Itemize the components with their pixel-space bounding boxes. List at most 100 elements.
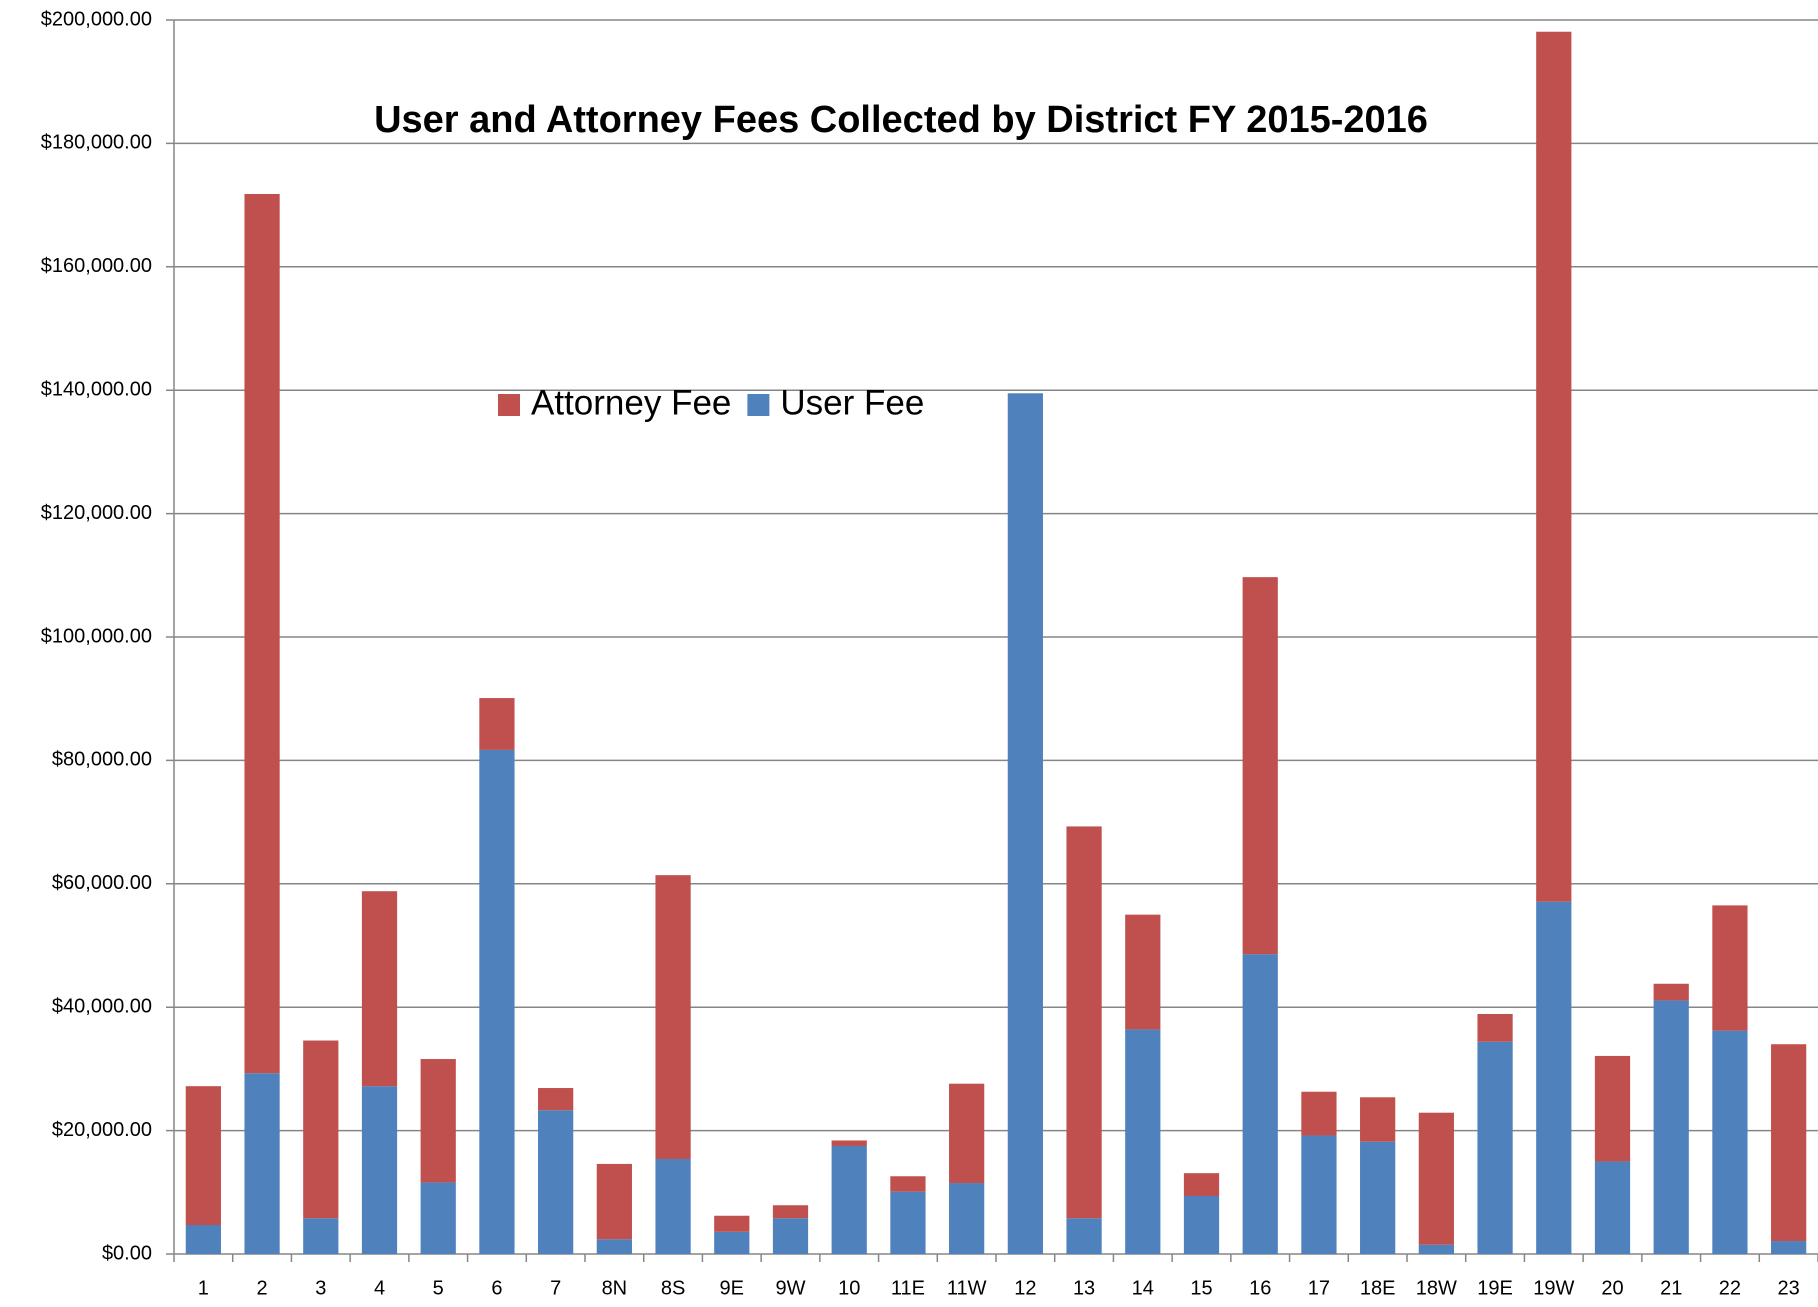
x-tick-label: 21: [1660, 1277, 1682, 1299]
bar-segment: [538, 1088, 574, 1111]
bar-segment: [949, 1083, 985, 1184]
bar-segment: [1653, 1000, 1689, 1254]
bar-segment: [185, 1225, 221, 1254]
y-tick-label: $0.00: [102, 1242, 152, 1264]
x-tick-label: 23: [1778, 1277, 1800, 1299]
bar-segment: [420, 1059, 456, 1183]
legend-swatch: [498, 394, 520, 416]
bar-segment: [1007, 393, 1043, 1254]
bar-segment: [596, 1163, 632, 1240]
x-tick-label: 9W: [776, 1277, 806, 1299]
y-tick-label: $100,000.00: [41, 625, 152, 647]
x-tick-label: 5: [433, 1277, 444, 1299]
x-tick-label: 17: [1308, 1277, 1330, 1299]
x-tick-label: 19E: [1477, 1277, 1513, 1299]
legend-swatch: [747, 394, 770, 416]
bar-segment: [831, 1140, 867, 1147]
bar-segment: [1360, 1097, 1396, 1142]
bar-segment: [361, 1086, 398, 1254]
bar-segment: [1125, 1029, 1161, 1254]
bar-segment: [244, 1073, 280, 1254]
bar-segment: [479, 749, 515, 1254]
y-tick-label: $40,000.00: [52, 995, 152, 1017]
bar-segment: [303, 1218, 339, 1254]
x-tick-label: 11E: [891, 1277, 925, 1299]
bar-segment: [1418, 1112, 1454, 1245]
x-tick-label: 19W: [1533, 1277, 1574, 1299]
bar-segment: [1242, 954, 1278, 1254]
bar-segment: [185, 1086, 221, 1226]
bar-segment: [361, 891, 398, 1087]
x-tick-label: 15: [1190, 1277, 1212, 1299]
x-tick-label: 20: [1601, 1277, 1623, 1299]
x-tick-label: 16: [1249, 1277, 1271, 1299]
y-tick-label: $60,000.00: [52, 872, 152, 894]
x-tick-label: 18W: [1416, 1277, 1457, 1299]
x-tick-label: 22: [1719, 1277, 1741, 1299]
y-tick-label: $80,000.00: [52, 749, 152, 771]
bar-segment: [1477, 1041, 1513, 1254]
x-tick-label: 3: [315, 1277, 326, 1299]
bar-segment: [714, 1215, 750, 1232]
x-tick-label: 8N: [602, 1277, 628, 1299]
y-tick-label: $120,000.00: [41, 502, 152, 524]
bar-segment: [303, 1040, 339, 1219]
y-tick-label: $180,000.00: [41, 132, 152, 154]
bar-segment: [1125, 914, 1161, 1030]
bar-segment: [772, 1218, 809, 1254]
bar-segment: [714, 1231, 750, 1254]
bar-segment: [1183, 1196, 1220, 1254]
x-tick-label: 18E: [1360, 1277, 1396, 1299]
y-tick-label: $20,000.00: [52, 1119, 152, 1141]
x-tick-label: 12: [1014, 1277, 1036, 1299]
bar-segment: [538, 1110, 574, 1254]
y-tick-label: $200,000.00: [41, 8, 152, 30]
bar-segment: [1536, 31, 1572, 902]
x-tick-label: 8S: [661, 1277, 685, 1299]
bar-segment: [890, 1176, 926, 1192]
bar-segment: [1360, 1141, 1396, 1254]
bar-segment: [1183, 1173, 1220, 1197]
x-tick-label: 1: [198, 1277, 209, 1299]
bar-segment: [596, 1239, 632, 1254]
bar-segment: [772, 1205, 809, 1219]
x-tick-label: 9E: [720, 1277, 744, 1299]
bar-segment: [655, 875, 691, 1159]
bar-segment: [1066, 826, 1102, 1219]
y-tick-label: $160,000.00: [41, 255, 152, 277]
x-tick-label: 14: [1132, 1277, 1154, 1299]
bar-segment: [890, 1191, 926, 1254]
bar-segment: [1536, 901, 1572, 1254]
bar-segment: [1653, 983, 1689, 1001]
chart-title: User and Attorney Fees Collected by Dist…: [374, 99, 1428, 141]
bar-segment: [1712, 1030, 1748, 1254]
legend-label: Attorney Fee: [531, 383, 731, 422]
x-tick-label: 7: [550, 1277, 561, 1299]
bar-segment: [1594, 1055, 1631, 1162]
bar-segment: [1712, 905, 1748, 1031]
bar-segment: [949, 1183, 985, 1254]
bar-segment: [655, 1158, 691, 1254]
bar-segment: [1418, 1244, 1454, 1254]
bar-segment: [244, 193, 280, 1074]
bar-segment: [831, 1146, 867, 1254]
bar-segment: [479, 698, 515, 750]
legend-label: User Fee: [780, 383, 924, 422]
bar-segment: [1477, 1013, 1513, 1042]
bar-segment: [1301, 1135, 1337, 1254]
x-tick-label: 6: [491, 1277, 502, 1299]
x-tick-label: 11W: [947, 1277, 987, 1299]
bar-segment: [1242, 577, 1278, 955]
bar-segment: [1771, 1241, 1807, 1254]
bar-segment: [1771, 1044, 1807, 1242]
bar-segment: [1066, 1218, 1102, 1254]
x-tick-label: 4: [374, 1277, 385, 1299]
bar-segment: [1594, 1161, 1631, 1254]
x-tick-label: 10: [838, 1277, 860, 1299]
y-tick-label: $140,000.00: [41, 378, 152, 400]
bar-segment: [420, 1182, 456, 1254]
x-tick-label: 13: [1073, 1277, 1095, 1299]
bar-segment: [1301, 1091, 1337, 1136]
x-tick-label: 2: [257, 1277, 268, 1299]
